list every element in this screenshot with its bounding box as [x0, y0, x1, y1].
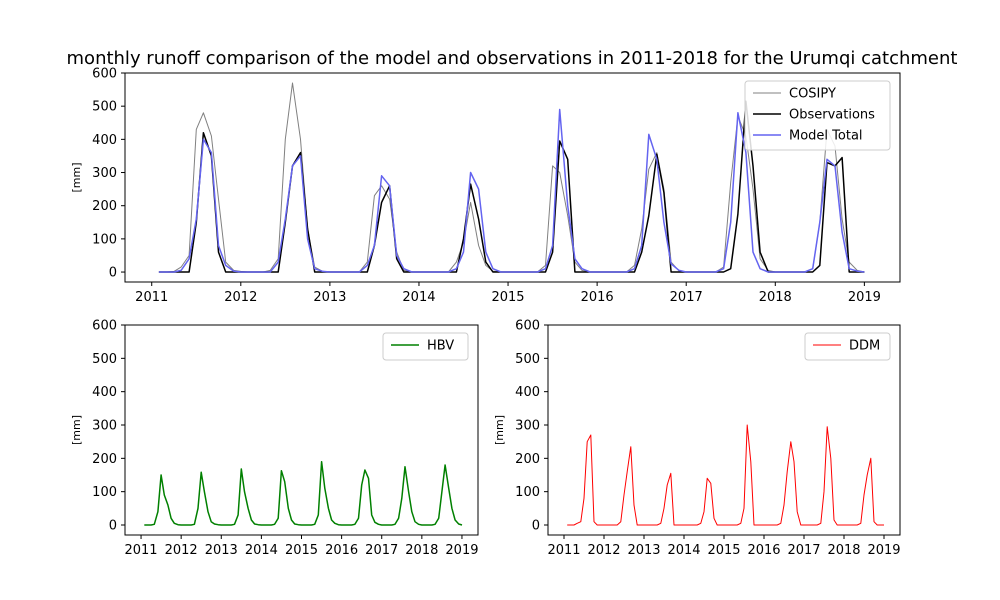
x-tick-label: 2011 — [135, 290, 168, 305]
y-axis-label: [mm] — [70, 415, 83, 445]
legend: HBV — [382, 332, 469, 361]
y-axis-label: [mm] — [493, 415, 506, 445]
legend-label: COSIPY — [789, 87, 836, 102]
legend-box — [382, 332, 469, 361]
series-line-hbv — [144, 460, 463, 526]
legend-box — [804, 332, 891, 361]
legend-label: HBV — [427, 339, 454, 354]
chart-title: monthly runoff comparison of the model a… — [67, 48, 958, 69]
x-tick-label: 2013 — [627, 543, 660, 558]
y-tick-label: 200 — [92, 199, 117, 214]
x-tick-label: 2012 — [587, 543, 620, 558]
x-tick-label: 2018 — [405, 543, 438, 558]
hbv-panel: 2011 2012 2013 2014 2015 2016 2017 2018 2019 0 100… — [70, 319, 479, 559]
y-tick-label: 600 — [515, 319, 540, 334]
x-tick-label: 2017 — [787, 543, 820, 558]
y-tick-label: 400 — [92, 133, 117, 148]
y-tick-label: 100 — [92, 485, 117, 500]
legend: DDM — [804, 332, 891, 361]
x-tick-label: 2012 — [165, 543, 198, 558]
y-tick-label: 0 — [109, 519, 117, 534]
x-tick-label: 2017 — [365, 543, 398, 558]
x-tick-label: 2014 — [245, 543, 278, 558]
x-tick-label: 2013 — [205, 543, 238, 558]
legend-label: DDM — [849, 339, 880, 354]
ddm-panel: 2011 2012 2013 2014 2015 2016 2017 2018 2019 0 100… — [493, 319, 901, 559]
x-tick-label: 2011 — [124, 543, 157, 558]
legend-label: Observations — [789, 108, 875, 123]
y-tick-label: 300 — [515, 419, 540, 434]
x-tick-label: 2016 — [581, 290, 614, 305]
y-tick-label: 600 — [92, 319, 117, 334]
y-tick-label: 300 — [92, 166, 117, 181]
y-tick-label: 0 — [109, 266, 117, 281]
x-tick-label: 2013 — [313, 290, 346, 305]
x-tick-label: 2015 — [491, 290, 524, 305]
y-tick-label: 500 — [92, 100, 117, 115]
axes-frame — [124, 72, 901, 283]
x-tick-label: 2016 — [747, 543, 780, 558]
y-tick-label: 100 — [92, 232, 117, 247]
x-tick-label: 2015 — [285, 543, 318, 558]
legend-label: Model Total — [789, 129, 863, 144]
y-tick-label: 500 — [92, 352, 117, 367]
y-tick-label: 600 — [92, 67, 117, 82]
legend: COSIPY Observations Model Total — [744, 80, 891, 151]
top-panel: 2011 2012 2013 2014 2015 2016 2017 2018 2019 0 100… — [70, 67, 901, 305]
series-line-ddm — [567, 424, 884, 526]
x-tick-label: 2018 — [759, 290, 792, 305]
x-tick-label: 2016 — [325, 543, 358, 558]
x-tick-label: 2019 — [445, 543, 478, 558]
x-tick-label: 2015 — [707, 543, 740, 558]
x-tick-label: 2019 — [867, 543, 900, 558]
y-tick-label: 100 — [515, 485, 540, 500]
y-tick-label: 400 — [92, 385, 117, 400]
y-tick-label: 500 — [515, 352, 540, 367]
x-tick-label: 2018 — [827, 543, 860, 558]
x-tick-label: 2014 — [402, 290, 435, 305]
y-tick-label: 300 — [92, 419, 117, 434]
series-line-model-total — [158, 108, 865, 273]
y-axis-label: [mm] — [70, 162, 83, 192]
y-tick-label: 0 — [532, 519, 540, 534]
x-tick-label: 2011 — [547, 543, 580, 558]
x-tick-label: 2017 — [670, 290, 703, 305]
legend-box — [744, 80, 891, 151]
y-tick-label: 200 — [92, 452, 117, 467]
y-tick-label: 400 — [515, 385, 540, 400]
x-tick-label: 2012 — [224, 290, 257, 305]
x-tick-label: 2019 — [848, 290, 881, 305]
x-tick-label: 2014 — [667, 543, 700, 558]
y-tick-label: 200 — [515, 452, 540, 467]
